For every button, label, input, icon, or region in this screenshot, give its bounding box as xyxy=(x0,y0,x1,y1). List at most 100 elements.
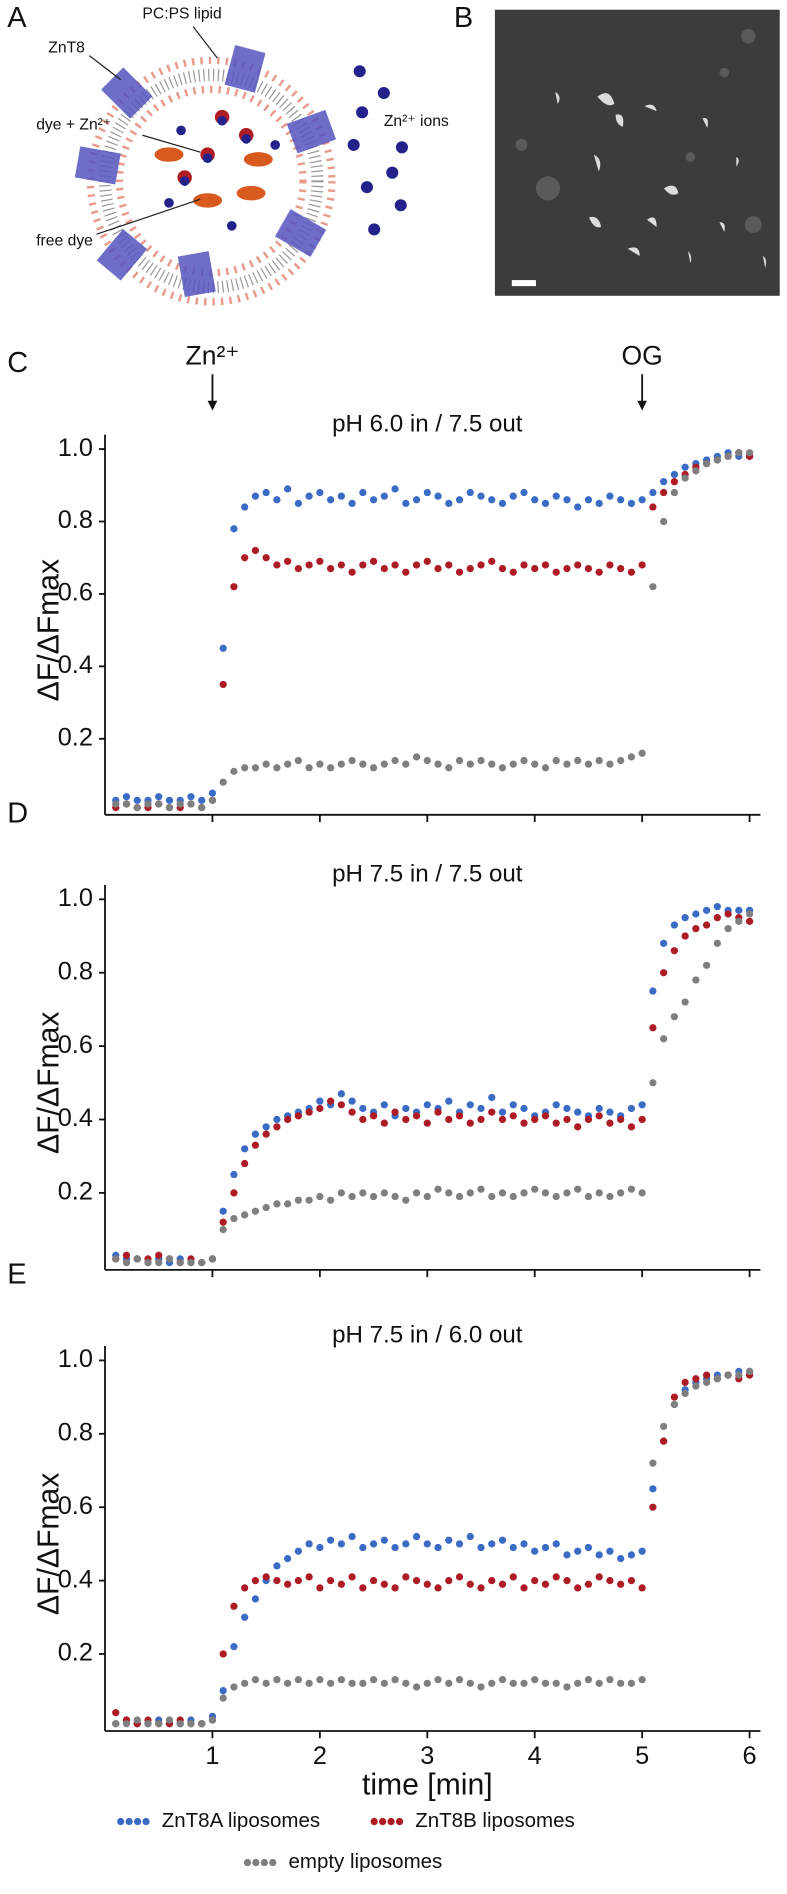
data-point xyxy=(563,564,571,573)
data-point xyxy=(402,568,410,576)
data-point xyxy=(627,1576,636,1585)
data-point xyxy=(488,1540,496,1548)
liposome-diagram: PC:PS lipid ZnT8 dye + Zn²⁺ free dye Zn²… xyxy=(36,6,449,306)
data-point xyxy=(552,1101,560,1109)
data-point xyxy=(348,499,356,508)
data-point xyxy=(724,925,732,933)
data-point xyxy=(230,1683,238,1691)
y-tick-label: 0.6 xyxy=(58,579,93,607)
data-point xyxy=(660,1035,668,1043)
data-point xyxy=(584,1115,593,1124)
data-point xyxy=(627,1679,636,1687)
panel-letter: C xyxy=(7,347,28,379)
data-point xyxy=(509,568,517,576)
data-point xyxy=(316,1097,324,1105)
data-point xyxy=(638,749,646,757)
data-point xyxy=(369,496,378,504)
data-point xyxy=(455,1676,464,1684)
data-point xyxy=(305,561,313,569)
data-point xyxy=(563,1189,571,1197)
data-point xyxy=(584,1192,593,1201)
data-point xyxy=(434,1584,442,1592)
data-point xyxy=(509,1101,517,1109)
data-point xyxy=(455,1192,464,1201)
data-point xyxy=(498,564,507,573)
data-point xyxy=(241,1159,249,1168)
data-point xyxy=(294,756,303,765)
y-tick-label: 0.2 xyxy=(58,723,93,751)
data-point xyxy=(122,1251,131,1259)
data-point xyxy=(165,1716,174,1724)
data-point xyxy=(509,1112,517,1120)
data-point xyxy=(445,1576,453,1585)
data-point xyxy=(316,760,324,768)
data-point xyxy=(219,1650,227,1658)
data-point xyxy=(423,1119,431,1127)
data-point xyxy=(627,1123,636,1131)
data-point xyxy=(488,1093,496,1102)
data-point xyxy=(541,499,550,508)
transporters xyxy=(74,44,337,297)
data-point xyxy=(466,1580,474,1588)
data-point xyxy=(380,1101,388,1109)
data-point xyxy=(122,1720,131,1728)
y-tick-label: 0.8 xyxy=(58,1418,93,1446)
data-point xyxy=(412,1683,421,1691)
data-point xyxy=(670,921,679,929)
data-point xyxy=(155,1251,163,1259)
data-point xyxy=(359,1679,367,1687)
data-point xyxy=(531,496,539,504)
data-point xyxy=(402,1573,410,1581)
x-tick-label: 6 xyxy=(743,1742,757,1770)
data-point xyxy=(563,496,571,504)
data-point xyxy=(649,503,657,511)
data-point xyxy=(584,496,593,504)
data-point xyxy=(359,488,367,497)
data-point xyxy=(702,459,711,468)
data-point xyxy=(208,789,217,797)
data-point xyxy=(155,1258,163,1267)
annotation-arrowhead xyxy=(637,400,647,411)
data-point xyxy=(649,1024,657,1032)
data-point xyxy=(724,1371,732,1379)
data-point xyxy=(520,561,528,569)
data-point xyxy=(531,1115,539,1124)
legend-label: ZnT8B liposomes xyxy=(415,1809,575,1832)
data-point xyxy=(380,1536,388,1544)
data-point xyxy=(713,1375,721,1383)
data-point xyxy=(574,1123,582,1131)
data-point xyxy=(294,499,303,508)
data-point xyxy=(412,496,421,504)
chart-title: pH 7.5 in / 7.5 out xyxy=(332,861,523,888)
legend: ZnT8A liposomes ZnT8B liposomes empty lipo… xyxy=(117,1809,575,1873)
data-point xyxy=(713,456,721,464)
data-point xyxy=(369,1676,378,1684)
data-point xyxy=(509,760,517,768)
data-point xyxy=(337,1540,345,1548)
data-point xyxy=(230,1643,238,1651)
data-point xyxy=(369,1540,378,1548)
data-point xyxy=(670,947,679,955)
data-point xyxy=(638,1676,646,1684)
data-point xyxy=(208,1716,217,1724)
data-point xyxy=(488,496,496,504)
data-point xyxy=(627,568,636,576)
data-point xyxy=(455,1112,464,1120)
data-point xyxy=(702,906,711,914)
data-point xyxy=(488,1108,496,1116)
y-tick-label: 0.4 xyxy=(58,1565,93,1593)
data-point xyxy=(606,1547,614,1555)
data-point xyxy=(187,800,195,808)
data-point xyxy=(155,1720,163,1728)
data-point xyxy=(509,492,517,500)
data-point xyxy=(230,583,238,591)
data-point xyxy=(380,1580,388,1588)
data-point xyxy=(584,1580,593,1588)
data-point xyxy=(531,1185,539,1193)
data-point xyxy=(219,1218,227,1226)
data-point xyxy=(402,1104,410,1113)
data-point xyxy=(284,1679,292,1687)
data-point xyxy=(262,1130,270,1138)
data-point xyxy=(617,1554,625,1563)
